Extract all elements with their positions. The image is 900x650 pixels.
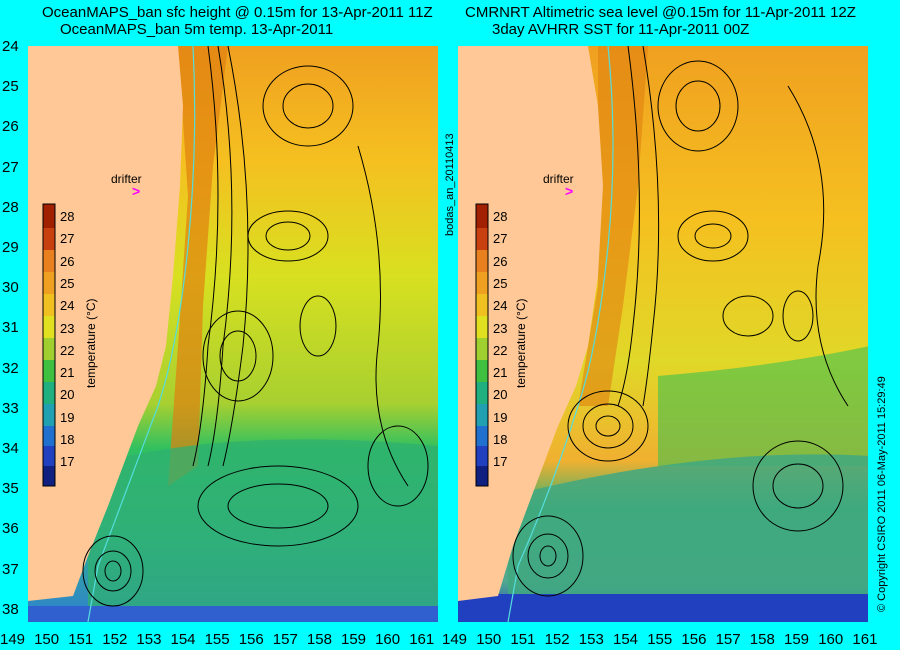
- longitude-tick: 155: [647, 631, 673, 648]
- land: [458, 46, 603, 601]
- right-title-line2: 3day AVHRR SST for 11-Apr-2011 00Z: [492, 21, 750, 38]
- drifter-label-left: drifter: [111, 172, 142, 186]
- colorbar-tick: 28: [60, 209, 75, 224]
- warm-current: [578, 46, 648, 406]
- cold-pool: [88, 439, 438, 606]
- latitude-tick: 34: [2, 440, 19, 457]
- longitude-tick: 153: [578, 631, 604, 648]
- colorbar-tick: 24: [60, 298, 75, 314]
- southern-water: [28, 606, 438, 622]
- drifter-label-right: drifter: [543, 172, 574, 186]
- sea-level-contours: [82, 46, 429, 607]
- latitude-tick: 37: [2, 560, 19, 578]
- right-title-line1: CMRNRT Altimetric sea level @0.15m for 1…: [465, 4, 856, 21]
- warm-current: [168, 46, 228, 486]
- left-map: [28, 46, 438, 622]
- colorbar-tick: 20: [493, 387, 508, 403]
- colorbar-tick: 17: [60, 454, 75, 470]
- green-band: [658, 346, 868, 466]
- latitude-tick: 25: [2, 78, 19, 96]
- colorbar-tick: 27: [493, 231, 508, 247]
- isobath-line: [507, 46, 614, 622]
- colorbar-tick: 26: [493, 253, 508, 269]
- colorbar-tick: 24: [493, 298, 508, 314]
- colorbar-title-right: temperature (°C): [514, 298, 528, 389]
- colorbar-title-left: temperature (°C): [84, 298, 98, 389]
- longitude-tick: 149: [0, 631, 26, 648]
- latitude-tick: 30: [2, 279, 19, 297]
- colorbar-tick: 20: [60, 387, 75, 403]
- colorbar-tick: 17: [493, 454, 508, 470]
- longitude-tick: 151: [68, 631, 94, 648]
- longitude-tick: 152: [102, 631, 128, 648]
- colorbar-tick: 26: [60, 253, 75, 269]
- colorbar-tick: 18: [60, 432, 75, 447]
- cold-pool: [508, 454, 868, 601]
- longitude-tick: 158: [749, 631, 775, 648]
- longitude-tick: 152: [544, 631, 570, 648]
- longitude-tick: 156: [238, 631, 264, 648]
- right-map: [458, 46, 868, 622]
- longitude-tick: 160: [375, 631, 401, 648]
- analysis-label: bodas_an_20110413: [444, 133, 456, 236]
- longitude-tick: 150: [476, 631, 502, 648]
- colorbar-tick: 23: [493, 320, 508, 336]
- longitude-tick: 151: [510, 631, 536, 648]
- longitude-tick: 159: [341, 631, 367, 648]
- isobath-line: [87, 46, 196, 622]
- colorbar-tick: 25: [493, 275, 508, 291]
- latitude-tick: 36: [2, 520, 19, 538]
- latitude-tick: 35: [2, 480, 19, 498]
- longitude-tick: 157: [715, 631, 741, 648]
- colorbar-tick: 21: [60, 365, 75, 381]
- longitude-tick: 161: [409, 631, 435, 648]
- longitude-tick: 159: [784, 631, 810, 648]
- longitude-tick: 157: [272, 631, 298, 648]
- colorbar-tick: 21: [493, 365, 508, 381]
- longitude-tick: 150: [34, 631, 60, 648]
- longitude-tick: 161: [852, 631, 878, 648]
- latitude-tick: 33: [2, 399, 19, 417]
- colorbar: [475, 203, 489, 487]
- latitude-tick: 28: [2, 198, 19, 216]
- longitude-tick: 155: [204, 631, 230, 648]
- colorbar-tick: 27: [60, 231, 75, 247]
- right-map-panel: [458, 46, 868, 622]
- colorbar-tick: 22: [60, 342, 75, 358]
- left-title-line2: OceanMAPS_ban 5m temp. 13-Apr-2011: [60, 21, 334, 38]
- longitude-tick: 154: [613, 631, 639, 648]
- longitude-tick: 153: [136, 631, 162, 648]
- colorbar-tick: 19: [60, 409, 75, 425]
- latitude-tick: 29: [2, 239, 19, 256]
- longitude-tick: 154: [170, 631, 196, 648]
- colorbar-tick: 22: [493, 342, 508, 358]
- longitude-tick: 149: [442, 631, 468, 648]
- longitude-tick: 156: [681, 631, 707, 648]
- land: [28, 46, 183, 601]
- colorbar-tick: 19: [493, 409, 508, 425]
- sea-level-contours: [512, 46, 849, 597]
- drifter-marker-right: >: [565, 183, 574, 199]
- latitude-tick: 24: [2, 38, 19, 55]
- latitude-tick: 27: [2, 158, 19, 176]
- colorbar-tick: 23: [60, 320, 75, 336]
- left-title-line1: OceanMAPS_ban sfc height @ 0.15m for 13-…: [42, 4, 433, 21]
- longitude-tick: 160: [818, 631, 844, 648]
- drifter-marker-left: >: [132, 183, 141, 199]
- latitude-tick: 32: [2, 359, 19, 377]
- colorbar-tick: 28: [493, 209, 508, 224]
- latitude-tick: 26: [2, 118, 19, 136]
- colorbar: [42, 203, 56, 487]
- latitude-tick: 38: [2, 600, 19, 618]
- left-map-panel: [28, 46, 438, 622]
- colorbar-tick: 25: [60, 275, 75, 291]
- latitude-tick: 31: [2, 319, 19, 337]
- copyright-label: © Copyright CSIRO 2011 06-May-2011 15:29…: [876, 376, 888, 612]
- longitude-tick: 158: [306, 631, 332, 648]
- colorbar-tick: 18: [493, 432, 508, 447]
- southern-water: [458, 594, 868, 622]
